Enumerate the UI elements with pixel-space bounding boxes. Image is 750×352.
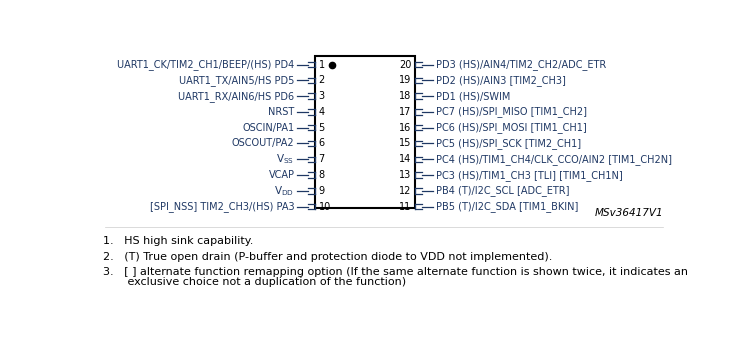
Text: 14: 14 [399, 154, 412, 164]
Text: PC3 (HS)/TIM1_CH3 [TLI] [TIM1_CH1N]: PC3 (HS)/TIM1_CH3 [TLI] [TIM1_CH1N] [436, 170, 622, 181]
Text: 1.   HS high sink capability.: 1. HS high sink capability. [103, 236, 254, 246]
Text: 18: 18 [399, 91, 412, 101]
Text: 15: 15 [399, 138, 412, 149]
Text: V$_{\rm SS}$: V$_{\rm SS}$ [277, 152, 295, 166]
Text: 6: 6 [319, 138, 325, 149]
Text: PD2 (HS)/AIN3 [TIM2_CH3]: PD2 (HS)/AIN3 [TIM2_CH3] [436, 75, 566, 86]
Text: 17: 17 [399, 107, 412, 117]
Text: PC4 (HS)/TIM1_CH4/CLK_CCO/AIN2 [TIM1_CH2N]: PC4 (HS)/TIM1_CH4/CLK_CCO/AIN2 [TIM1_CH2… [436, 154, 671, 165]
Text: PD1 (HS)/SWIM: PD1 (HS)/SWIM [436, 91, 510, 101]
Text: V$_{\rm DD}$: V$_{\rm DD}$ [274, 184, 295, 198]
Text: 20: 20 [399, 59, 412, 70]
Text: UART1_RX/AIN6/HS PD6: UART1_RX/AIN6/HS PD6 [178, 91, 295, 102]
Text: 13: 13 [399, 170, 412, 180]
Text: 19: 19 [399, 75, 412, 85]
Bar [315, 56, 416, 208]
Text: VCAP: VCAP [268, 170, 295, 180]
Text: 3.   [ ] alternate function remapping option (If the same alternate function is : 3. [ ] alternate function remapping opti… [103, 267, 688, 277]
Text: PD3 (HS)/AIN4/TIM2_CH2/ADC_ETR: PD3 (HS)/AIN4/TIM2_CH2/ADC_ETR [436, 59, 606, 70]
Text: 5: 5 [319, 123, 325, 133]
Text: UART1_CK/TIM2_CH1/BEEP/(HS) PD4: UART1_CK/TIM2_CH1/BEEP/(HS) PD4 [117, 59, 295, 70]
Text: 7: 7 [319, 154, 325, 164]
Text: 2: 2 [319, 75, 325, 85]
Text: 4: 4 [319, 107, 325, 117]
Text: [SPI_NSS] TIM2_CH3/(HS) PA3: [SPI_NSS] TIM2_CH3/(HS) PA3 [150, 201, 295, 212]
Text: exclusive choice not a duplication of the function): exclusive choice not a duplication of th… [103, 277, 406, 287]
Text: PB4 (T)/I2C_SCL [ADC_ETR]: PB4 (T)/I2C_SCL [ADC_ETR] [436, 186, 569, 196]
Text: 16: 16 [399, 123, 412, 133]
Text: 10: 10 [319, 202, 331, 212]
Text: 2.   (T) True open drain (P-buffer and protection diode to VDD not implemented).: 2. (T) True open drain (P-buffer and pro… [103, 252, 553, 262]
Text: PB5 (T)/I2C_SDA [TIM1_BKIN]: PB5 (T)/I2C_SDA [TIM1_BKIN] [436, 201, 578, 212]
Text: PC5 (HS)/SPI_SCK [TIM2_CH1]: PC5 (HS)/SPI_SCK [TIM2_CH1] [436, 138, 580, 149]
Text: 12: 12 [399, 186, 412, 196]
Text: PC6 (HS)/SPI_MOSI [TIM1_CH1]: PC6 (HS)/SPI_MOSI [TIM1_CH1] [436, 122, 586, 133]
Text: 9: 9 [319, 186, 325, 196]
Text: 1: 1 [319, 59, 325, 70]
Text: 3: 3 [319, 91, 325, 101]
Text: 11: 11 [399, 202, 412, 212]
Text: OSCIN/PA1: OSCIN/PA1 [242, 123, 295, 133]
Text: UART1_TX/AIN5/HS PD5: UART1_TX/AIN5/HS PD5 [179, 75, 295, 86]
Text: MSv36417V1: MSv36417V1 [595, 208, 663, 218]
Text: OSCOUT/PA2: OSCOUT/PA2 [232, 138, 295, 149]
Text: PC7 (HS)/SPI_MISO [TIM1_CH2]: PC7 (HS)/SPI_MISO [TIM1_CH2] [436, 106, 586, 117]
Text: NRST: NRST [268, 107, 295, 117]
Text: 8: 8 [319, 170, 325, 180]
